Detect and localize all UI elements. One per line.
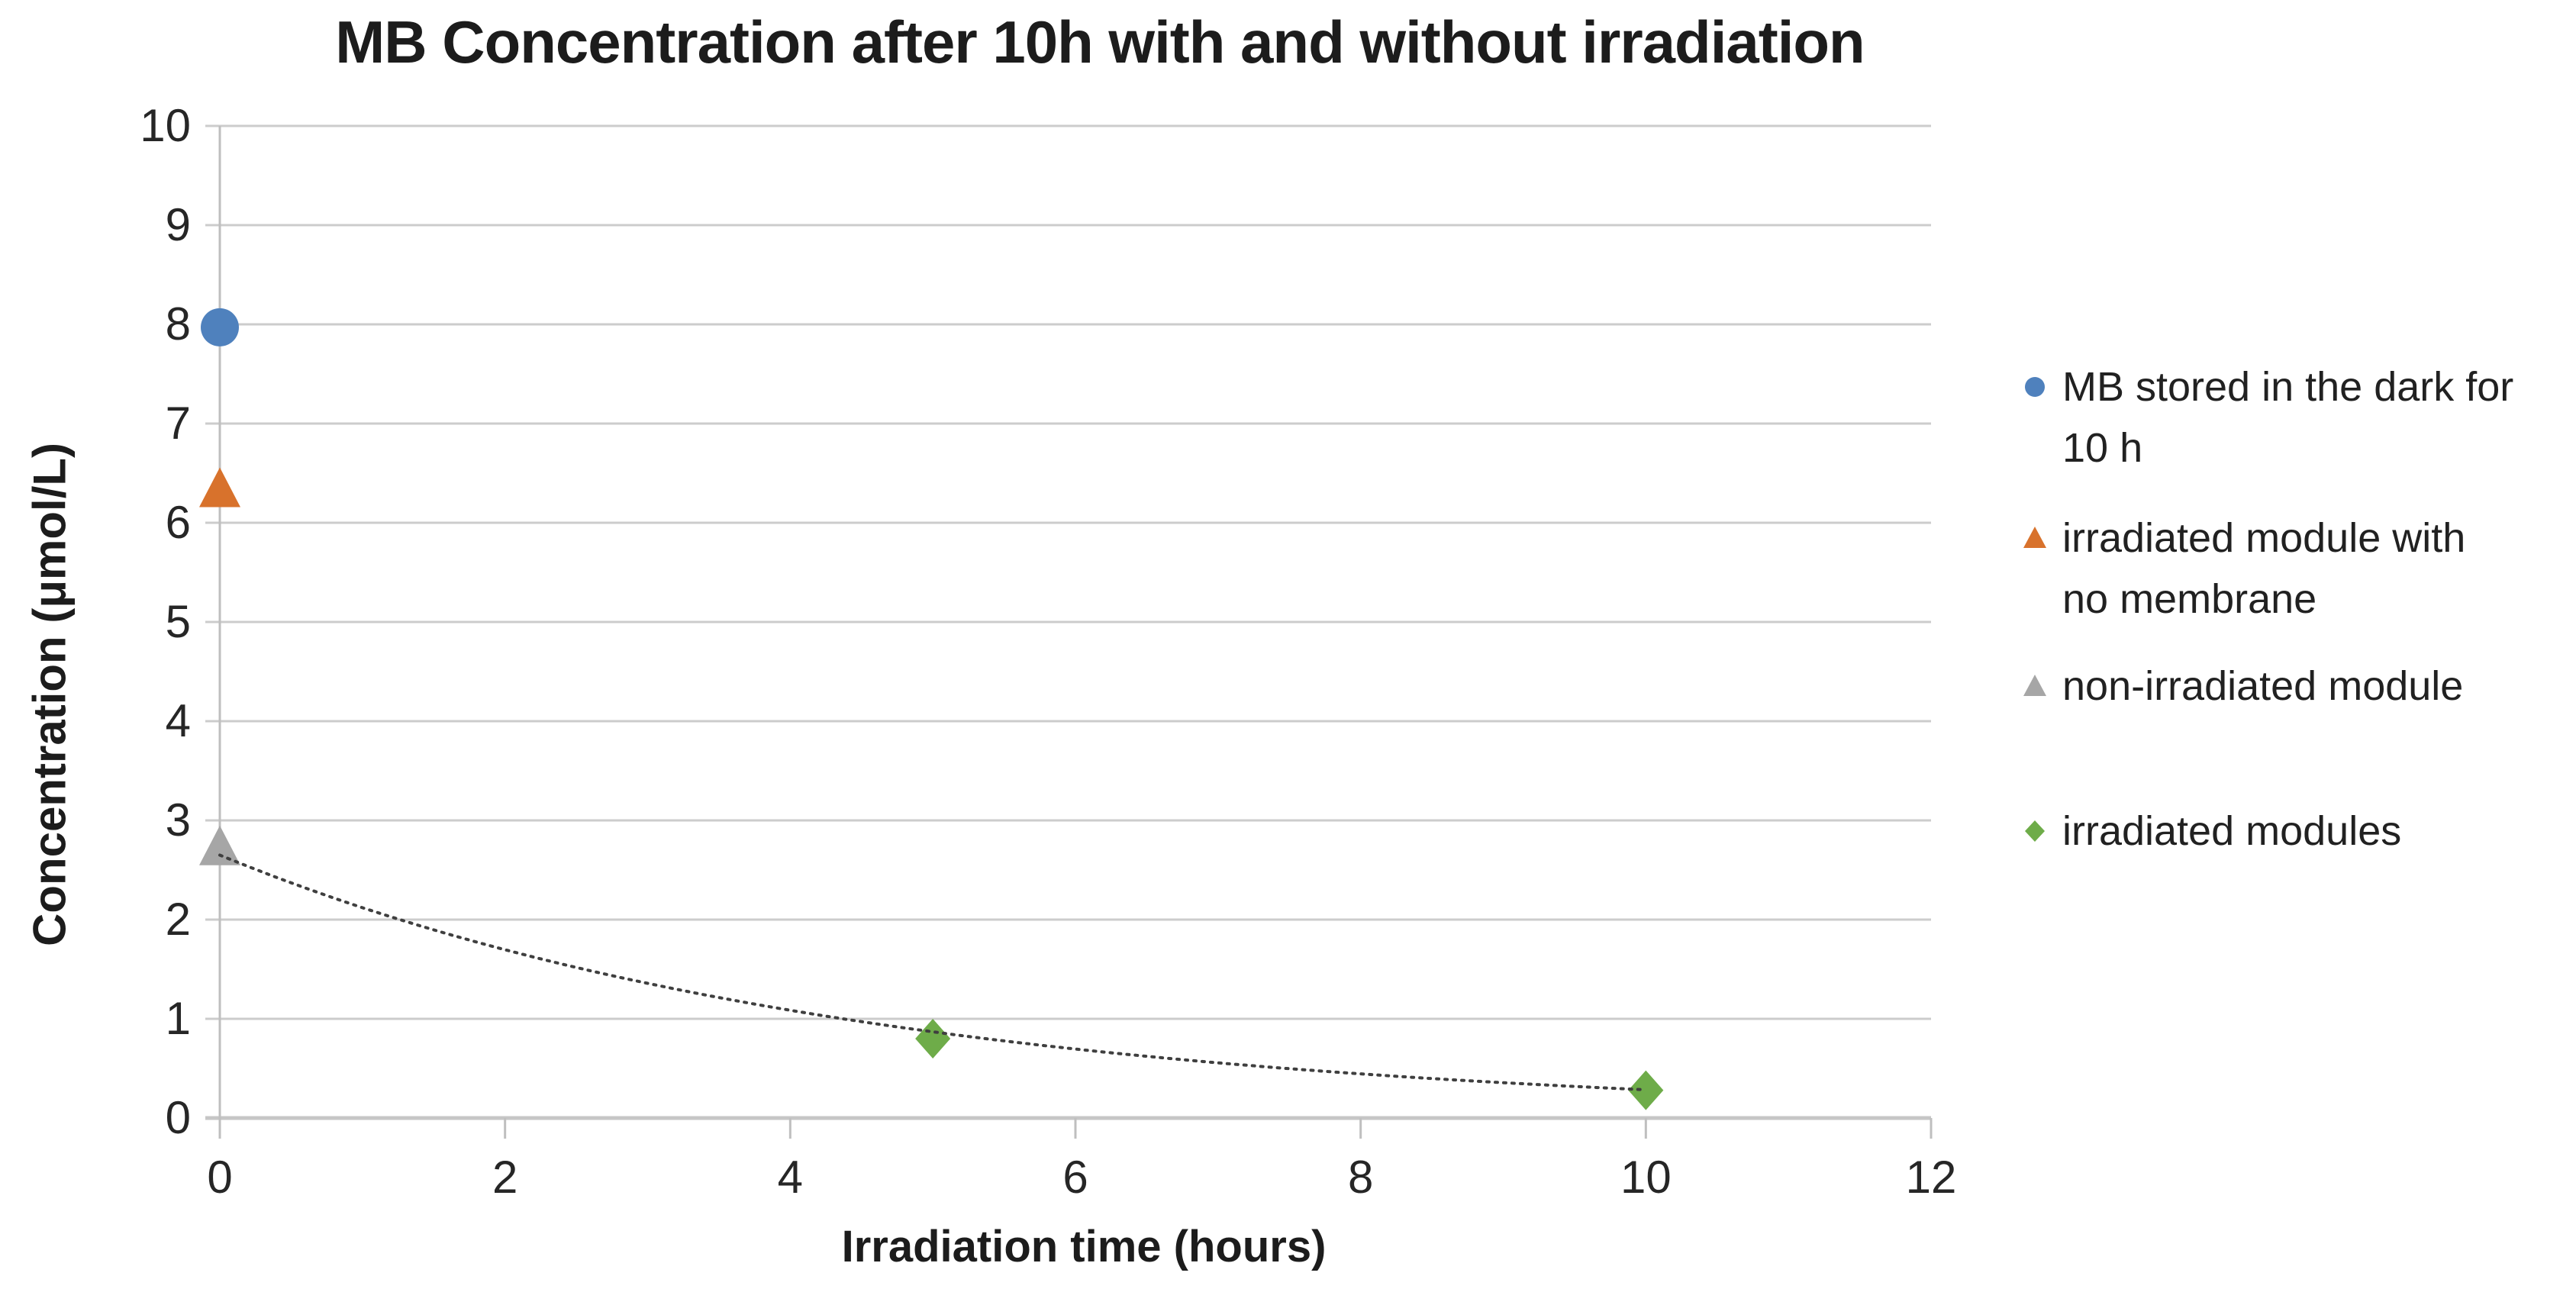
y-tick-label: 10 <box>140 100 191 151</box>
y-tick-label: 8 <box>165 298 191 350</box>
legend-triangle-icon <box>2023 675 2046 696</box>
legend-label-line: 10 h <box>2062 425 2143 471</box>
legend-item: irradiated module with no membrane <box>2015 508 2465 630</box>
x-tick-label: 2 <box>492 1152 518 1203</box>
data-point-diamond <box>915 1019 951 1058</box>
data-point-triangle <box>199 467 240 508</box>
x-tick-label: 8 <box>1347 1152 1374 1203</box>
x-tick-label: 4 <box>777 1152 804 1203</box>
y-tick-label: 7 <box>165 398 191 449</box>
x-tick-label: 6 <box>1062 1152 1088 1203</box>
x-tick-label: 0 <box>207 1152 233 1203</box>
legend-item-label: MB stored in the dark for 10 h <box>2062 356 2513 478</box>
x-axis-title: Irradiation time (hours) <box>841 1222 1327 1271</box>
y-tick-label: 9 <box>165 199 191 250</box>
data-point-diamond <box>1628 1070 1664 1110</box>
data-point-triangle <box>199 825 240 865</box>
legend-item: non-irradiated module <box>2015 656 2463 717</box>
x-tick-label: 12 <box>1905 1152 1957 1203</box>
y-tick-label: 6 <box>165 497 191 548</box>
y-tick-label: 5 <box>165 596 191 647</box>
legend-label-line: MB stored in the dark for <box>2062 364 2514 410</box>
legend-circle-icon <box>2025 377 2045 397</box>
y-tick-label: 4 <box>165 695 191 746</box>
chart-title: MB Concentration after 10h with and with… <box>335 8 1865 76</box>
legend-item: MB stored in the dark for 10 h <box>2015 356 2513 478</box>
x-tick-label: 10 <box>1620 1152 1672 1203</box>
y-tick-label: 1 <box>165 993 191 1044</box>
legend-item-label: non-irradiated module <box>2062 656 2463 717</box>
legend-label-line: no membrane <box>2062 576 2317 622</box>
legend-marker-shape <box>2023 675 2046 696</box>
legend-label-line: irradiated module with <box>2062 515 2466 561</box>
legend-marker-shape <box>2023 527 2046 548</box>
trendline <box>218 853 1648 1091</box>
legend-marker-shape <box>2025 820 2045 842</box>
data-point-circle <box>201 308 239 346</box>
legend-label-line: non-irradiated module <box>2062 663 2464 709</box>
legend-item-label: irradiated module with no membrane <box>2062 508 2465 630</box>
legend-item-label: irradiated modules <box>2062 801 2401 862</box>
legend-triangle-icon <box>2023 527 2046 548</box>
y-tick-label: 0 <box>165 1092 191 1143</box>
legend-item: irradiated modules <box>2015 801 2401 862</box>
legend-diamond-icon <box>2025 820 2045 842</box>
y-tick-label: 2 <box>165 894 191 945</box>
legend-marker-shape <box>2025 377 2045 397</box>
y-tick-label: 3 <box>165 794 191 846</box>
legend-label-line: irradiated modules <box>2062 808 2402 854</box>
